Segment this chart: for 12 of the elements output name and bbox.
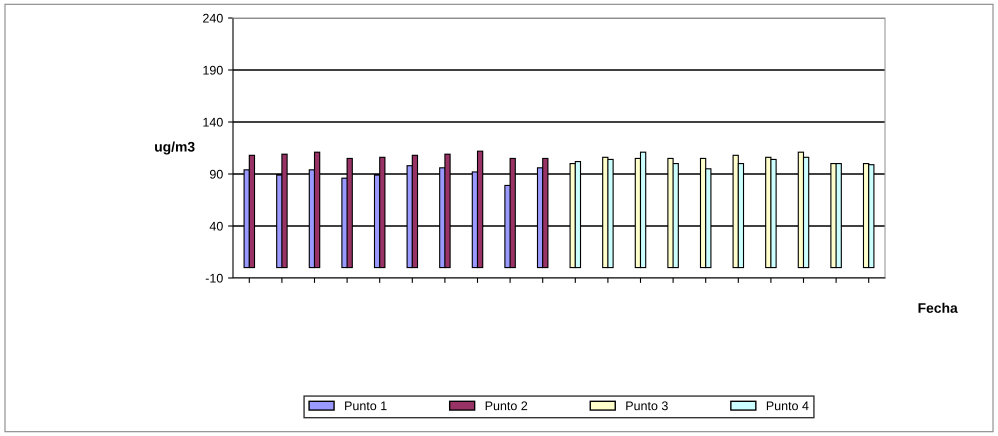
y-tick-label: 40 [210,222,223,231]
y-tick-label: 140 [203,118,223,127]
legend-label: Punto 4 [766,402,809,410]
x-axis-title: Fecha [918,302,958,313]
y-tick-label: -10 [206,274,223,283]
legend-label: Punto 2 [486,401,528,410]
y-axis-title: ug/m3 [155,141,195,155]
y-tick-label: 90 [210,170,223,179]
y-tick-label: 190 [203,66,223,75]
legend-label: Punto 3 [626,401,668,410]
y-tick-label: 240 [203,14,223,23]
legend-label: Punto 1 [345,402,387,410]
